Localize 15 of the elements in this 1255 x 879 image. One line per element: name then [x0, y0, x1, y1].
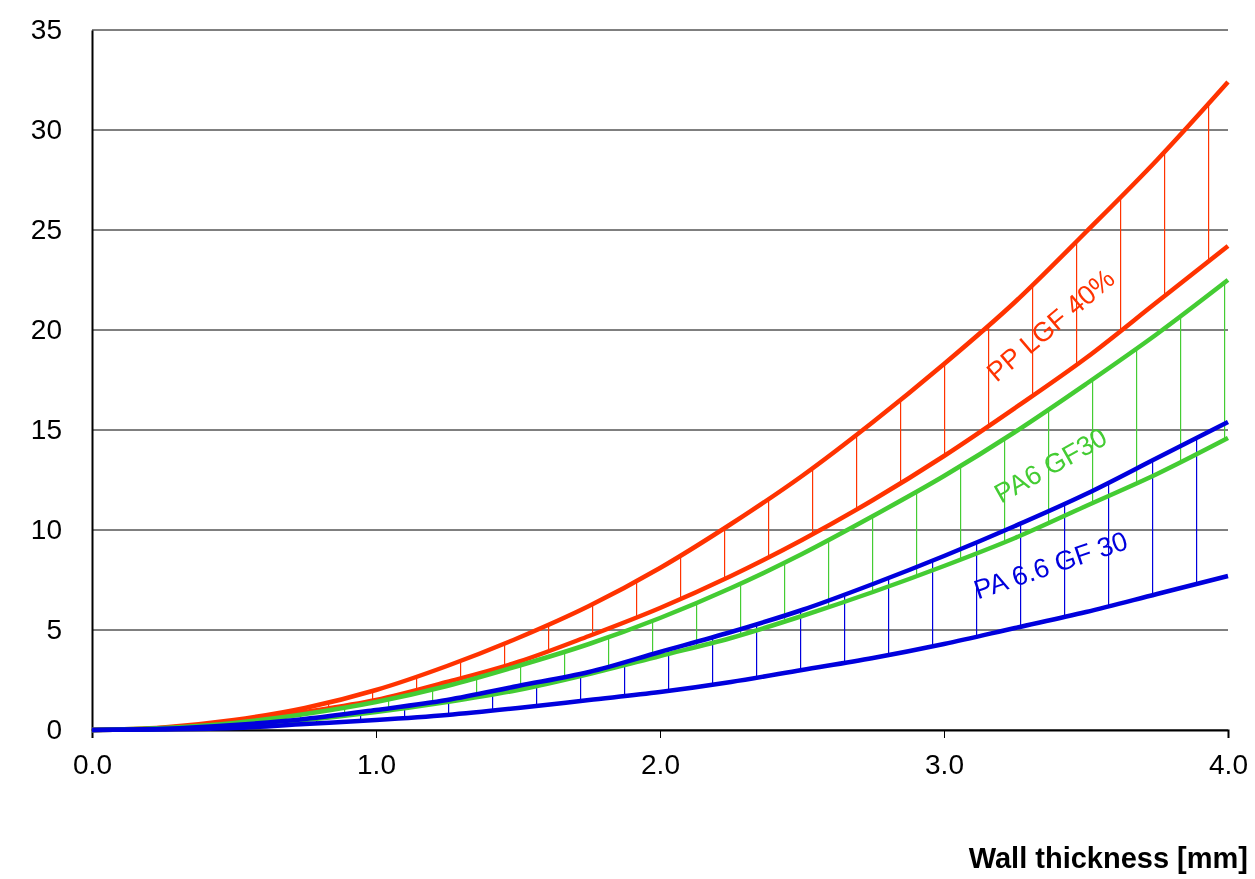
y-tick-label: 5 — [46, 614, 62, 646]
text: PA 6.6 GF 30 — [970, 525, 1132, 606]
x-tick-label: 0.0 — [73, 748, 112, 780]
y-tick-label: 15 — [30, 414, 62, 446]
y-tick-label: 20 — [30, 314, 62, 346]
y-tick-label: 25 — [30, 214, 62, 246]
x-tick-label: 4.0 — [1209, 748, 1248, 780]
y-tick-label: 35 — [30, 14, 62, 46]
x-tick-label: 2.0 — [641, 748, 680, 780]
y-tick-label: 0 — [46, 714, 62, 746]
x-tick-label: 3.0 — [925, 748, 964, 780]
y-tick-label: 10 — [30, 514, 62, 546]
y-tick-label: 30 — [30, 114, 62, 146]
x-axis-title: Wall thickness [mm] — [968, 842, 1248, 874]
x-tick-label: 1.0 — [357, 748, 396, 780]
